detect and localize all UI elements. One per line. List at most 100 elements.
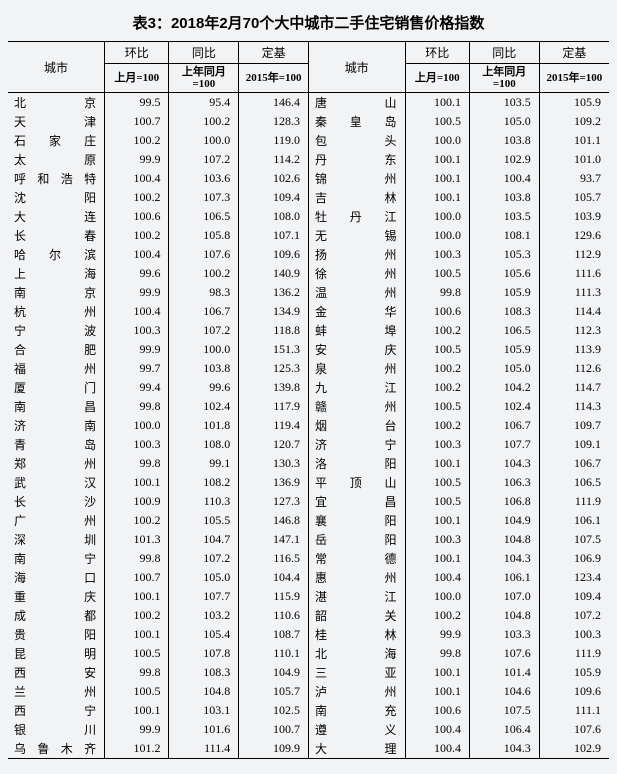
yoy-cell: 107.7 <box>469 435 539 454</box>
mom-cell: 99.9 <box>105 720 169 739</box>
city-cell: 沈 阳 <box>8 188 105 207</box>
city-cell: 湛 江 <box>308 587 405 606</box>
mom-cell: 99.8 <box>405 644 469 663</box>
city-cell: 桂 林 <box>308 625 405 644</box>
base-cell: 136.9 <box>239 473 309 492</box>
city-cell: 兰 州 <box>8 682 105 701</box>
table-row: 济 南100.0101.8119.4烟 台100.2106.7109.7 <box>8 416 609 435</box>
city-cell: 深 圳 <box>8 530 105 549</box>
city-cell: 广 州 <box>8 511 105 530</box>
city-cell: 金 华 <box>308 302 405 321</box>
mom-cell: 100.4 <box>405 739 469 759</box>
base-cell: 119.4 <box>239 416 309 435</box>
mom-cell: 100.3 <box>405 530 469 549</box>
table-row: 哈 尔 滨100.4107.6109.6扬 州100.3105.3112.9 <box>8 245 609 264</box>
base-cell: 112.6 <box>539 359 609 378</box>
table-row: 长 春100.2105.8107.1无 锡100.0108.1129.6 <box>8 226 609 245</box>
table-row: 杭 州100.4106.7134.9金 华100.6108.3114.4 <box>8 302 609 321</box>
city-cell: 昆 明 <box>8 644 105 663</box>
table-row: 北 京99.595.4146.4唐 山100.1103.5105.9 <box>8 93 609 113</box>
table-row: 南 宁99.8107.2116.5常 德100.1104.3106.9 <box>8 549 609 568</box>
mom-cell: 100.3 <box>105 435 169 454</box>
city-cell: 西 安 <box>8 663 105 682</box>
hdr-yoy-sub: 上年同月=100 <box>169 64 239 93</box>
table-row: 广 州100.2105.5146.8襄 阳100.1104.9106.1 <box>8 511 609 530</box>
base-cell: 139.8 <box>239 378 309 397</box>
yoy-cell: 104.9 <box>469 511 539 530</box>
yoy-cell: 105.0 <box>169 568 239 587</box>
mom-cell: 100.2 <box>105 511 169 530</box>
base-cell: 125.3 <box>239 359 309 378</box>
base-cell: 146.8 <box>239 511 309 530</box>
hdr-mom-sub: 上月=100 <box>105 64 169 93</box>
city-cell: 赣 州 <box>308 397 405 416</box>
yoy-cell: 104.8 <box>469 606 539 625</box>
city-cell: 南 宁 <box>8 549 105 568</box>
hdr-mom-r: 环比 <box>405 42 469 64</box>
base-cell: 136.2 <box>239 283 309 302</box>
yoy-cell: 107.2 <box>169 321 239 340</box>
yoy-cell: 106.5 <box>169 207 239 226</box>
base-cell: 140.9 <box>239 264 309 283</box>
city-cell: 徐 州 <box>308 264 405 283</box>
mom-cell: 100.5 <box>105 644 169 663</box>
city-cell: 常 德 <box>308 549 405 568</box>
base-cell: 105.7 <box>539 188 609 207</box>
yoy-cell: 104.3 <box>469 739 539 759</box>
mom-cell: 100.2 <box>105 188 169 207</box>
base-cell: 110.1 <box>239 644 309 663</box>
table-row: 厦 门99.499.6139.8九 江100.2104.2114.7 <box>8 378 609 397</box>
yoy-cell: 102.4 <box>169 397 239 416</box>
mom-cell: 100.2 <box>105 226 169 245</box>
table-title: 表3：2018年2月70个大中城市二手住宅销售价格指数 <box>8 12 609 33</box>
mom-cell: 100.6 <box>405 302 469 321</box>
yoy-cell: 103.2 <box>169 606 239 625</box>
base-cell: 107.1 <box>239 226 309 245</box>
yoy-cell: 103.8 <box>469 131 539 150</box>
city-cell: 呼和浩特 <box>8 169 105 188</box>
mom-cell: 100.1 <box>105 473 169 492</box>
mom-cell: 100.9 <box>105 492 169 511</box>
yoy-cell: 103.6 <box>169 169 239 188</box>
yoy-cell: 106.1 <box>469 568 539 587</box>
city-cell: 贵 阳 <box>8 625 105 644</box>
city-cell: 海 口 <box>8 568 105 587</box>
base-cell: 109.2 <box>539 112 609 131</box>
city-cell: 合 肥 <box>8 340 105 359</box>
base-cell: 106.7 <box>539 454 609 473</box>
yoy-cell: 95.4 <box>169 93 239 113</box>
mom-cell: 100.5 <box>405 492 469 511</box>
base-cell: 110.6 <box>239 606 309 625</box>
table-row: 南 京99.998.3136.2温 州99.8105.9111.3 <box>8 283 609 302</box>
yoy-cell: 103.1 <box>169 701 239 720</box>
city-cell: 九 江 <box>308 378 405 397</box>
yoy-cell: 99.6 <box>169 378 239 397</box>
hdr-base: 定基 <box>239 42 309 64</box>
yoy-cell: 107.6 <box>169 245 239 264</box>
yoy-cell: 104.6 <box>469 682 539 701</box>
city-cell: 岳 阳 <box>308 530 405 549</box>
table-header: 城市 环比 同比 定基 城市 环比 同比 定基 上月=100 上年同月=100 … <box>8 42 609 93</box>
city-cell: 厦 门 <box>8 378 105 397</box>
city-cell: 牡 丹 江 <box>308 207 405 226</box>
base-cell: 147.1 <box>239 530 309 549</box>
mom-cell: 100.7 <box>105 568 169 587</box>
base-cell: 117.9 <box>239 397 309 416</box>
mom-cell: 100.0 <box>105 416 169 435</box>
city-cell: 平 顶 山 <box>308 473 405 492</box>
table-row: 宁 波100.3107.2118.8蚌 埠100.2106.5112.3 <box>8 321 609 340</box>
city-cell: 重 庆 <box>8 587 105 606</box>
yoy-cell: 103.5 <box>469 93 539 113</box>
mom-cell: 100.1 <box>405 169 469 188</box>
mom-cell: 100.5 <box>405 473 469 492</box>
yoy-cell: 105.4 <box>169 625 239 644</box>
yoy-cell: 110.3 <box>169 492 239 511</box>
base-cell: 146.4 <box>239 93 309 113</box>
base-cell: 93.7 <box>539 169 609 188</box>
hdr-yoy-r: 同比 <box>469 42 539 64</box>
hdr-city: 城市 <box>8 42 105 93</box>
base-cell: 123.4 <box>539 568 609 587</box>
table-row: 呼和浩特100.4103.6102.6锦 州100.1100.493.7 <box>8 169 609 188</box>
mom-cell: 100.5 <box>405 264 469 283</box>
city-cell: 太 原 <box>8 150 105 169</box>
